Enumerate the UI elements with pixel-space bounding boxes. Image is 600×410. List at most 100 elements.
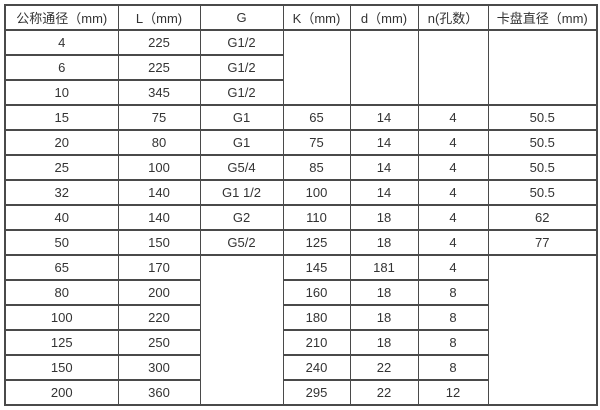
table-row: 65 170 145 181 4 — [4, 254, 598, 406]
table-cell: 8 — [417, 279, 489, 306]
column-header: 公称通径（mm) — [4, 4, 119, 31]
table-cell: G1 — [199, 104, 284, 131]
table-cell: 160 — [282, 279, 351, 306]
table-cell: 295 — [282, 379, 351, 406]
table-cell: 150 — [4, 354, 119, 381]
table-cell: 18 — [349, 279, 419, 306]
table-cell: 6 — [4, 54, 119, 81]
table-row: 50 150 G5/2 125 18 4 77 — [4, 229, 598, 256]
table-cell: 20 — [4, 129, 119, 156]
table-cell: G1 1/2 — [199, 179, 284, 206]
column-header: G — [199, 4, 284, 31]
table-cell: 125 — [282, 229, 351, 256]
table-cell: 181 — [349, 254, 419, 281]
table-row: 4 225 G1/2 — [4, 29, 598, 106]
table-cell: 22 — [349, 354, 419, 381]
table-row: 150 300 240 22 8 — [4, 354, 597, 381]
table-cell: G1/2 — [199, 29, 284, 56]
column-header: n(孔数） — [417, 4, 489, 31]
table-cell: 75 — [117, 104, 201, 131]
table-row: 15 75 G1 65 14 4 50.5 — [4, 104, 598, 131]
table-cell: 65 — [4, 254, 119, 281]
table-cell: 85 — [282, 154, 351, 181]
table-cell: 240 — [282, 354, 351, 381]
table-cell: 4 — [417, 204, 489, 231]
table-cell: G5/2 — [199, 229, 284, 256]
table-cell: 14 — [349, 129, 419, 156]
table-cell: 18 — [349, 204, 419, 231]
table-cell — [282, 29, 351, 106]
table-cell: 65 — [282, 104, 351, 131]
table-cell: 14 — [349, 104, 419, 131]
table-cell: 4 — [417, 104, 489, 131]
table-cell: 125 — [4, 329, 119, 356]
table-cell: 300 — [117, 354, 201, 381]
table-row: 200 360 295 22 12 — [4, 379, 597, 406]
header-row: 公称通径（mm) L（mm) G K（mm) d（mm) n(孔数） 卡盘直径（mm) — [4, 4, 598, 31]
table-row: 40 140 G2 110 18 4 62 — [4, 204, 598, 231]
table-cell: 140 — [117, 204, 201, 231]
table-cell: 8 — [417, 329, 489, 356]
table-row: 100 220 180 18 8 — [4, 304, 597, 331]
table-cell: 100 — [4, 304, 119, 331]
table-cell: 220 — [117, 304, 201, 331]
table-cell: G5/4 — [199, 154, 284, 181]
table-cell: 18 — [349, 229, 419, 256]
table-cell: 180 — [282, 304, 351, 331]
column-header: L（mm) — [117, 4, 201, 31]
table-cell: 50.5 — [487, 154, 598, 181]
table-cell — [487, 29, 598, 106]
table-row: 25 100 G5/4 85 14 4 50.5 — [4, 154, 598, 181]
table-cell: 4 — [4, 29, 119, 56]
table-row: 125 250 210 18 8 — [4, 329, 597, 356]
table-cell: 200 — [117, 279, 201, 306]
table-cell: 25 — [4, 154, 119, 181]
table-cell: G2 — [199, 204, 284, 231]
table-cell: 15 — [4, 104, 119, 131]
table-cell: 14 — [349, 154, 419, 181]
table-cell: 100 — [117, 154, 201, 181]
table-cell: G1/2 — [199, 54, 284, 81]
table-cell: 18 — [349, 304, 419, 331]
column-header: d（mm) — [349, 4, 419, 31]
table-cell: 50.5 — [487, 104, 598, 131]
table-cell: G1/2 — [199, 79, 284, 106]
table-cell: 80 — [4, 279, 119, 306]
table-cell: 225 — [117, 29, 201, 56]
table-row: 80 200 160 18 8 — [4, 279, 597, 306]
table-cell: 4 — [417, 179, 489, 206]
table-cell: 150 — [117, 229, 201, 256]
table-cell: 10 — [4, 79, 119, 106]
table-cell: 12 — [417, 379, 489, 406]
table-cell: 80 — [117, 129, 201, 156]
table-cell: 4 — [417, 229, 489, 256]
table-cell: 18 — [349, 329, 419, 356]
table-header: 公称通径（mm) L（mm) G K（mm) d（mm) n(孔数） 卡盘直径（mm) — [4, 4, 598, 31]
table-cell: G1 — [199, 129, 284, 156]
table-cell: 14 — [349, 179, 419, 206]
table-cell — [199, 254, 284, 406]
table-cell: 225 — [117, 54, 201, 81]
table-cell: 8 — [417, 304, 489, 331]
table-cell: 50.5 — [487, 129, 598, 156]
table-cell: 40 — [4, 204, 119, 231]
table-cell: 4 — [417, 129, 489, 156]
table-cell — [487, 254, 598, 406]
table-cell: 200 — [4, 379, 119, 406]
table-cell: 110 — [282, 204, 351, 231]
table-cell — [349, 29, 419, 106]
column-header: K（mm) — [282, 4, 351, 31]
column-header: 卡盘直径（mm) — [487, 4, 598, 31]
table-cell: 62 — [487, 204, 598, 231]
table-cell: 170 — [117, 254, 201, 281]
table-cell: 345 — [117, 79, 201, 106]
table-row: 6 225 G1/2 — [4, 54, 597, 81]
table-cell: 8 — [417, 354, 489, 381]
table-cell — [417, 29, 489, 106]
table-row: 10 345 G1/2 — [4, 79, 597, 106]
table-cell: 50 — [4, 229, 119, 256]
table-cell: 50.5 — [487, 179, 598, 206]
table-body: 4 225 G1/2 6 225 G1/2 10 345 G1/2 15 75 G1 65 14 4 50.5… — [4, 29, 598, 406]
